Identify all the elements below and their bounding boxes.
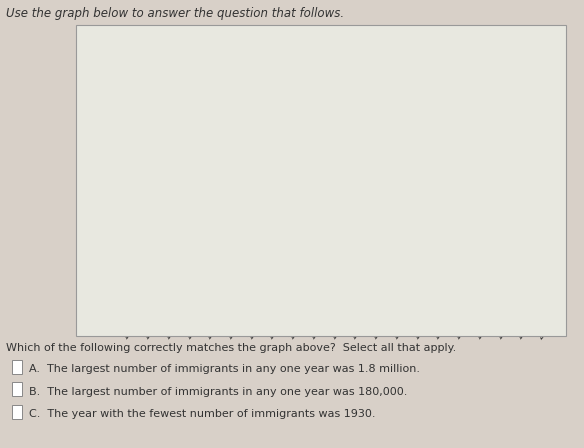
Text: B.  The largest number of immigrants in any one year was 180,000.: B. The largest number of immigrants in a… <box>29 387 408 396</box>
Text: A.  The largest number of immigrants in any one year was 1.8 million.: A. The largest number of immigrants in a… <box>29 364 420 374</box>
Text: Which of the following correctly matches the graph above?  Select all that apply: Which of the following correctly matches… <box>6 343 456 353</box>
Title: Immigrants to the United States 1900 -- 2000: Immigrants to the United States 1900 -- … <box>152 43 543 57</box>
Text: C.  The year with the fewest number of immigrants was 1930.: C. The year with the fewest number of im… <box>29 409 376 419</box>
Text: Use the graph below to answer the question that follows.: Use the graph below to answer the questi… <box>6 7 344 20</box>
Y-axis label: In Thousands: In Thousands <box>98 154 108 223</box>
